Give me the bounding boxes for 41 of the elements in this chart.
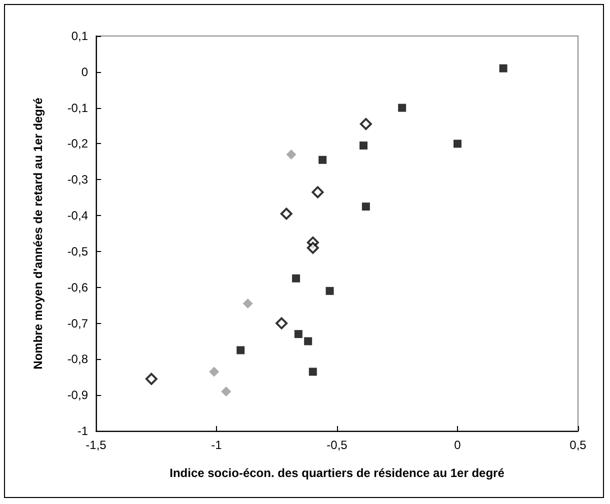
point	[362, 202, 370, 211]
point	[292, 274, 300, 282]
point	[286, 150, 296, 160]
point	[280, 208, 292, 220]
y-tick-label: -0,5	[67, 244, 88, 258]
y-tick-label: -0,7	[67, 316, 88, 330]
y-tick-label: -0,4	[67, 208, 88, 223]
y-tick-label: -0,2	[67, 136, 88, 151]
point	[360, 142, 368, 150]
y-tick-label: -1	[77, 424, 88, 438]
x-axis-title: Indice socio-écon. des quartiers de résidence au 1er degré	[170, 466, 505, 480]
point	[326, 286, 334, 295]
x-tick-label: 0	[454, 438, 462, 452]
point	[242, 298, 253, 309]
y-tick-label: -0,1	[67, 100, 88, 115]
point	[276, 317, 288, 330]
x-tick-label: 0,5	[570, 438, 587, 452]
x-tick-label: -1,5	[86, 438, 107, 452]
x-tick-label: -1	[211, 438, 222, 452]
point	[145, 372, 158, 385]
point	[398, 104, 406, 112]
point	[312, 186, 324, 198]
y-tick-label: -0,9	[67, 388, 88, 402]
point	[306, 242, 319, 254]
point	[318, 156, 327, 164]
point	[304, 337, 312, 346]
point	[454, 140, 462, 148]
point	[221, 386, 232, 396]
point	[236, 346, 245, 354]
point	[294, 330, 302, 338]
y-tick-label: -0,8	[67, 352, 88, 366]
point	[209, 366, 220, 377]
y-tick-label: 0	[81, 64, 88, 79]
y-tick-label: 0,1	[71, 29, 88, 43]
point	[499, 64, 508, 72]
point	[308, 368, 317, 376]
x-tick-label: -0,5	[326, 438, 348, 452]
y-axis-title: Nombre moyen d'années de retard au 1er degré	[31, 97, 45, 370]
point	[360, 118, 372, 130]
y-tick-label: -0,6	[67, 280, 88, 294]
y-tick-label: -0,3	[67, 172, 88, 187]
